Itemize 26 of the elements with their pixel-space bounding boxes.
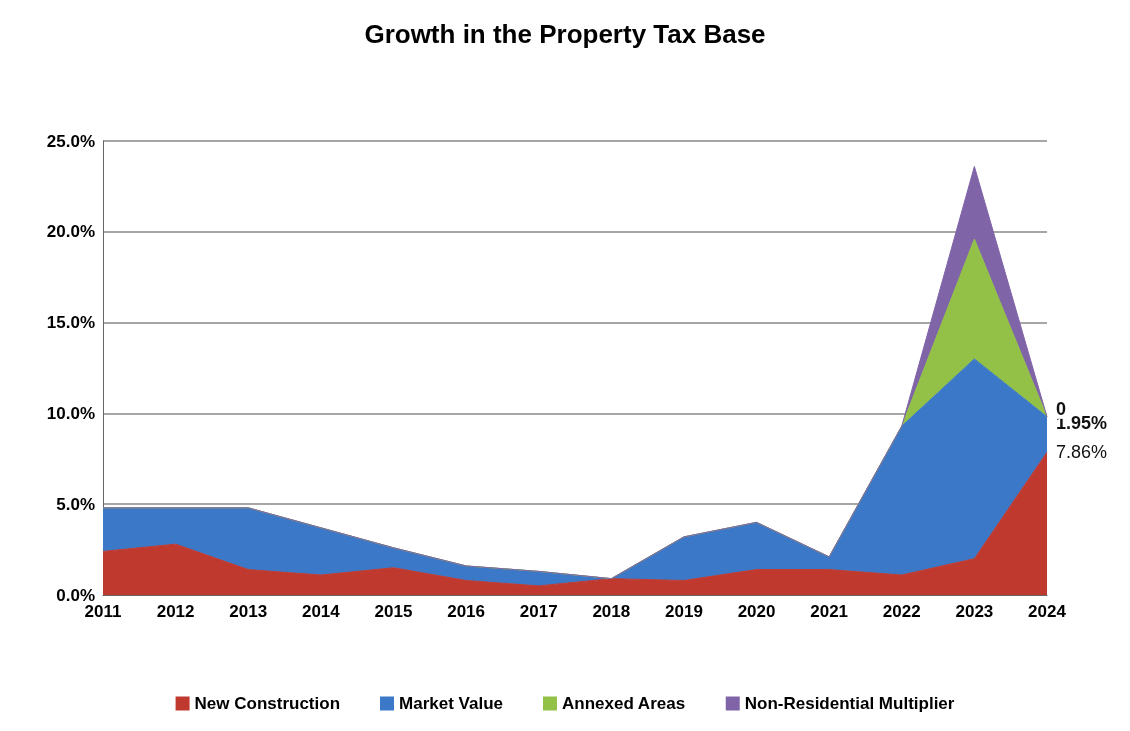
legend-label: Annexed Areas [561,694,686,713]
x-tick-label: 2013 [229,602,268,621]
y-tick-label: 0.0% [56,585,95,605]
x-tick-label: 2012 [156,602,195,621]
legend-label: Market Value [399,694,503,713]
x-tick-label: 2024 [1028,602,1067,621]
legend-label: New Construction [194,694,341,713]
y-tick-label: 25.0% [46,131,95,151]
x-tick-label: 2019 [665,602,703,621]
x-tick-label: 2011 [84,602,122,621]
data-label: 7.86% [1056,442,1108,463]
y-tick-label: 10.0% [46,403,95,423]
legend-label: Non-Residential Multiplier [744,694,955,713]
x-tick-label: 2020 [737,602,776,621]
x-tick-label: 2022 [882,602,921,621]
y-tick-label: 15.0% [46,313,95,333]
y-tick-label: 5.0% [56,494,95,514]
chart-title: Growth in the Property Tax Base [364,19,766,49]
y-tick-label: 20.0% [46,222,95,242]
x-tick-label: 2015 [374,602,413,621]
x-tick-label: 2014 [301,602,341,621]
x-tick-label: 2016 [447,602,485,621]
x-tick-label: 2017 [519,602,558,621]
x-tick-label: 2021 [810,602,849,621]
x-tick-label: 2023 [955,602,994,621]
x-tick-label: 2018 [592,602,631,621]
